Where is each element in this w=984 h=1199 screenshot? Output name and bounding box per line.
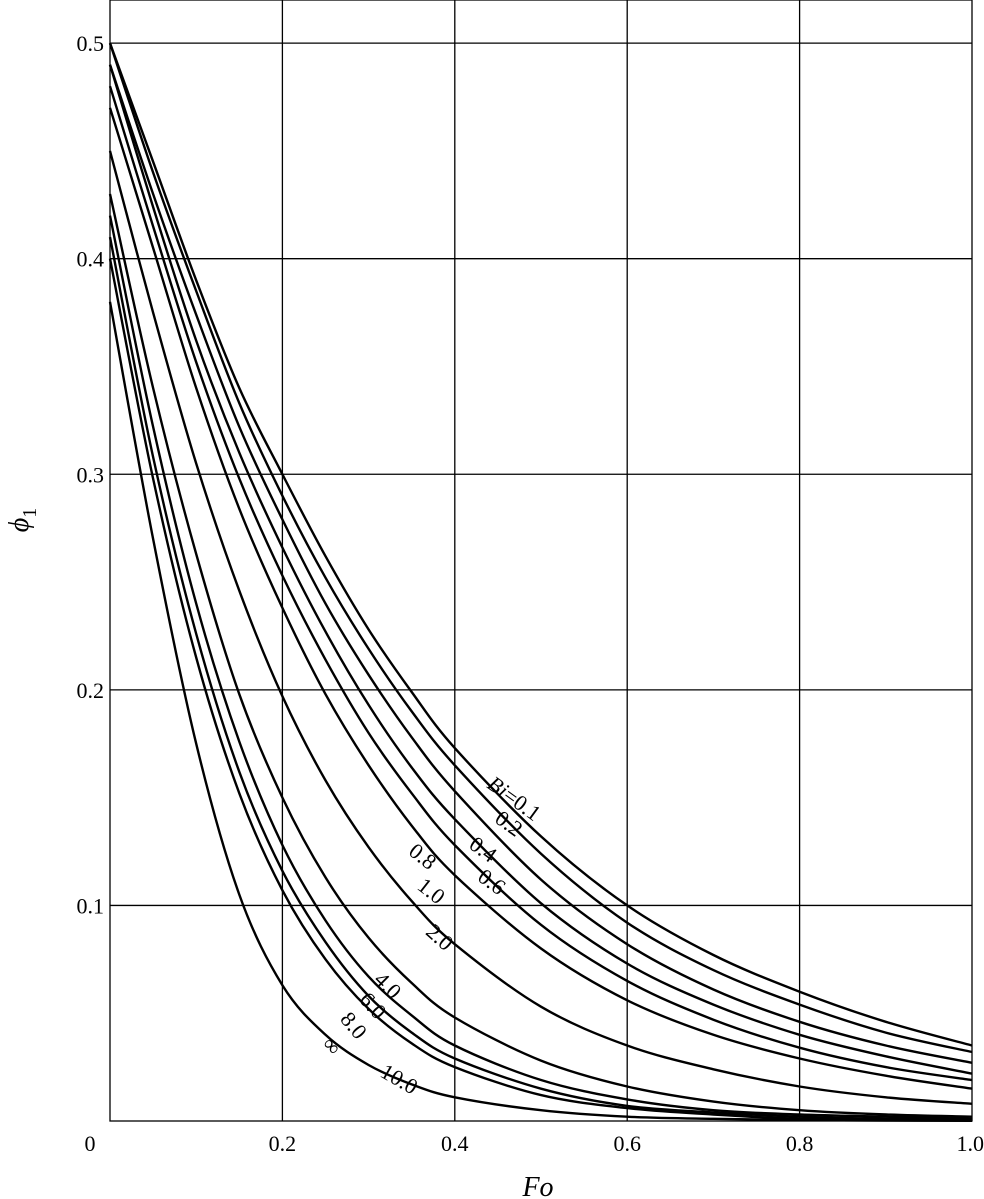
series-line: [108, 64, 973, 1064]
x-tick-label: 1.0: [957, 1131, 984, 1156]
series-line: [108, 301, 973, 1122]
y-tick-label: 0.2: [77, 678, 105, 703]
curve-layer: [108, 42, 973, 1122]
y-tick-label: 0.3: [77, 462, 105, 487]
series-label: 2.0: [421, 919, 458, 956]
series-label: 10.0: [376, 1058, 422, 1099]
grid-layer: [109, 0, 973, 1122]
tick-label-layer: 0 0.2 0.4 0.6 0.8 1.00.10.20.30.40.5: [77, 31, 984, 1156]
series-label: 0.8: [404, 838, 441, 875]
svg-text:ϕ1: ϕ1: [4, 508, 41, 533]
y-axis-label: ϕ: [4, 518, 35, 533]
y-tick-label: 0.1: [77, 893, 105, 918]
series-line: [108, 215, 973, 1120]
series-line: [108, 64, 973, 1075]
series-line: [108, 42, 973, 1047]
x-tick-label: 0.4: [441, 1131, 469, 1156]
x-tick-label: 0.8: [786, 1131, 814, 1156]
plot-frame: [109, 0, 973, 1122]
series-line: [108, 236, 973, 1122]
x-axis-label: Fo: [521, 1172, 553, 1199]
series-line: [108, 150, 973, 1105]
series-line: [108, 85, 973, 1082]
series-line: [108, 107, 973, 1090]
series-line: [108, 42, 973, 1054]
y-axis-label-subscript: 1: [19, 508, 41, 518]
x-tick-label: 0.6: [613, 1131, 641, 1156]
y-tick-label: 0.4: [77, 247, 105, 272]
series-line: [108, 193, 973, 1118]
series-label: 1.0: [413, 872, 450, 909]
y-tick-label: 0.5: [77, 31, 105, 56]
x-tick-label: 0: [85, 1131, 96, 1156]
x-tick-label: 0.2: [269, 1131, 297, 1156]
series-label: ∞: [318, 1031, 347, 1060]
y-axis-label-group: ϕ1: [4, 508, 41, 533]
series-line: [108, 258, 973, 1122]
